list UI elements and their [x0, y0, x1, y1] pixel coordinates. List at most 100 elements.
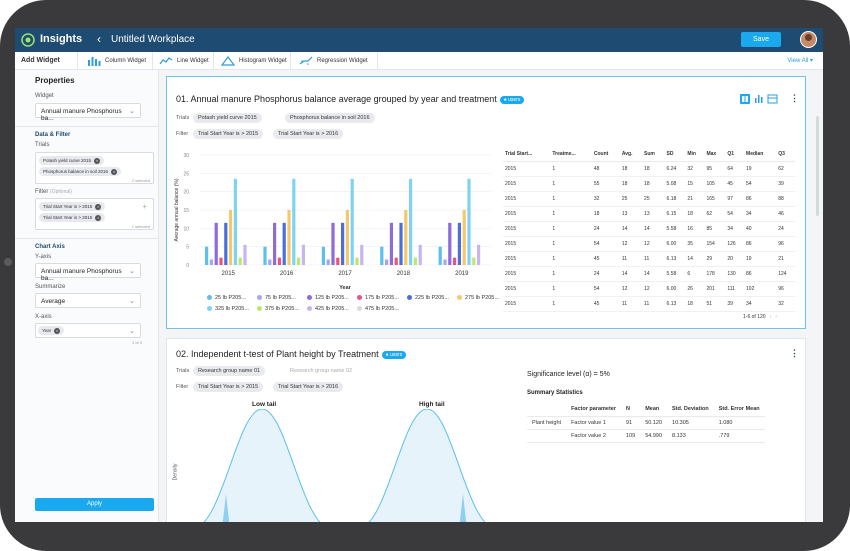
trials-chip-box[interactable]: Potash yield curve 2015 × Phosphorus bala…: [35, 152, 154, 184]
column-header[interactable]: Median: [744, 147, 777, 162]
filter-chip[interactable]: Trial Start Year is > 2015: [193, 382, 264, 392]
legend-item[interactable]: 275 lb P205...: [457, 295, 499, 301]
table-cell: 21: [776, 251, 795, 267]
table-cell: 18: [642, 176, 665, 192]
trial-chip[interactable]: Research group name 02: [285, 366, 358, 376]
column-header[interactable]: Trial Start...: [503, 147, 551, 162]
bar: [448, 222, 452, 265]
line-widget-button[interactable]: Line Widget: [159, 56, 209, 66]
histogram-widget-button[interactable]: Histogram Widget: [221, 56, 287, 66]
view-toggle-icons[interactable]: [740, 94, 780, 104]
users-badge[interactable]: ● users: [499, 95, 525, 104]
table-row: 2015 1 18 13 13 6.15 18 62 54 34 46: [503, 206, 795, 222]
trial-chip[interactable]: Potash yield curve 2015 ×: [39, 156, 105, 165]
back-chevron-icon[interactable]: ‹: [97, 32, 101, 46]
table-cell: 54: [591, 236, 620, 252]
y-tick-label: 5: [186, 245, 189, 251]
column-header[interactable]: Min: [685, 147, 705, 162]
legend-item[interactable]: 375 lb P205...: [257, 306, 299, 312]
filter-chip[interactable]: Trial Start Year is > 2016: [273, 129, 344, 139]
legend-item[interactable]: 25 lb P205...: [207, 295, 246, 301]
table-cell: 124: [776, 266, 795, 282]
trial-chip[interactable]: Research group name 01: [193, 366, 266, 376]
legend-item[interactable]: 475 lb P205...: [357, 306, 399, 312]
trial-chip[interactable]: Potash yield curve 2015: [193, 113, 262, 123]
column-header[interactable]: Count: [591, 147, 620, 162]
table-cell: 54.990: [640, 429, 668, 443]
table-cell: 6.13: [664, 296, 686, 312]
avatar[interactable]: [800, 31, 817, 48]
xaxis-chip[interactable]: Year ×: [38, 326, 65, 335]
legend-item[interactable]: 325 lb P205...: [207, 306, 249, 312]
table-cell: 14: [642, 221, 665, 237]
table-cell: Factor value 1: [566, 416, 621, 430]
workplace-title[interactable]: Untitled Workplace: [111, 34, 195, 45]
column-header[interactable]: Q1: [725, 147, 745, 162]
scrollbar[interactable]: [816, 116, 819, 216]
legend-item[interactable]: 175 lb P205...: [357, 295, 399, 301]
yaxis-label: Y-axis: [35, 254, 52, 260]
xaxis-select[interactable]: Year × ⌄: [35, 323, 141, 338]
table-cell: 62: [776, 161, 795, 177]
table-cell: 109: [621, 429, 641, 443]
column-header[interactable]: SD: [664, 147, 686, 162]
filter-chip[interactable]: Trial Start Year is > 2016 ×: [39, 213, 106, 222]
table-cell: 2015: [503, 296, 551, 312]
bar: [462, 210, 466, 265]
properties-title: Properties: [35, 76, 75, 85]
table-cell: 6.18: [664, 191, 686, 207]
legend-item[interactable]: 425 lb P205...: [307, 306, 349, 312]
table-cell: 86: [744, 191, 777, 207]
trial-chip[interactable]: Phosphorus balance in soil 2016: [285, 113, 375, 123]
table-cell: 11: [619, 296, 643, 312]
table-cell: 55: [591, 176, 620, 192]
filter-chip[interactable]: Trial Start Year is > 2015 ×: [39, 202, 106, 211]
table-cell: 18: [591, 206, 620, 222]
apply-button[interactable]: Apply: [35, 498, 154, 511]
column-header: Factor parameter: [566, 403, 621, 417]
chevron-down-icon: ⌄: [129, 108, 135, 115]
plus-icon[interactable]: +: [142, 202, 147, 211]
table-cell: 62: [704, 206, 726, 222]
save-button[interactable]: Save: [741, 32, 781, 47]
widget-label: Widget: [35, 93, 54, 99]
column-header[interactable]: Treatme...: [550, 147, 592, 162]
regression-widget-button[interactable]: Regression Widget: [299, 56, 368, 66]
table-cell: 86: [744, 266, 777, 282]
yaxis-select[interactable]: Annual manure Phosphorus ba... ⌄: [35, 263, 141, 282]
y-tick-label: 30: [183, 153, 189, 159]
users-badge[interactable]: ● users: [381, 350, 407, 359]
legend-item[interactable]: 225 lb P205...: [407, 295, 449, 301]
filter-chip[interactable]: Trial Start Year is > 2015: [193, 129, 264, 139]
bar: [229, 210, 233, 265]
filter-chip-box[interactable]: Trial Start Year is > 2015 × Trial Start …: [35, 198, 154, 230]
column-widget-button[interactable]: Column Widget: [87, 56, 146, 66]
table-cell: 19: [744, 251, 777, 267]
view-all-link[interactable]: View All ▾: [787, 58, 813, 64]
more-options-icon[interactable]: ⋮: [790, 348, 799, 358]
summarize-select[interactable]: Average ⌄: [35, 293, 141, 308]
legend-dot: [357, 306, 362, 312]
column-header[interactable]: Q3: [776, 147, 795, 162]
trial-chip[interactable]: Phosphorus balance in soil 2016 ×: [39, 167, 122, 176]
legend-item[interactable]: 125 lb P205...: [307, 295, 349, 301]
table-cell: 14: [619, 221, 643, 237]
column-header[interactable]: Sum: [642, 147, 665, 162]
legend-dot: [257, 295, 262, 301]
table-cell: 12: [619, 236, 643, 252]
column-header[interactable]: Max: [704, 147, 726, 162]
more-options-icon[interactable]: ⋮: [790, 93, 799, 103]
table-cell: 12: [619, 281, 643, 297]
next-page-icon[interactable]: ›: [775, 314, 777, 320]
bar: [394, 257, 398, 265]
prev-page-icon[interactable]: ‹: [769, 314, 772, 320]
bar: [282, 222, 286, 265]
bar: [273, 222, 277, 265]
column-header[interactable]: Avg.: [619, 147, 643, 162]
camera-dot: [4, 258, 12, 266]
legend-item[interactable]: 75 lb P205...: [257, 295, 296, 301]
table-cell: 45: [591, 296, 620, 312]
filter-chip[interactable]: Trial Start Year is > 2016: [273, 382, 344, 392]
widget-select[interactable]: Annual manure Phosphorus ba... ⌄: [35, 103, 141, 122]
divider: [15, 126, 159, 127]
